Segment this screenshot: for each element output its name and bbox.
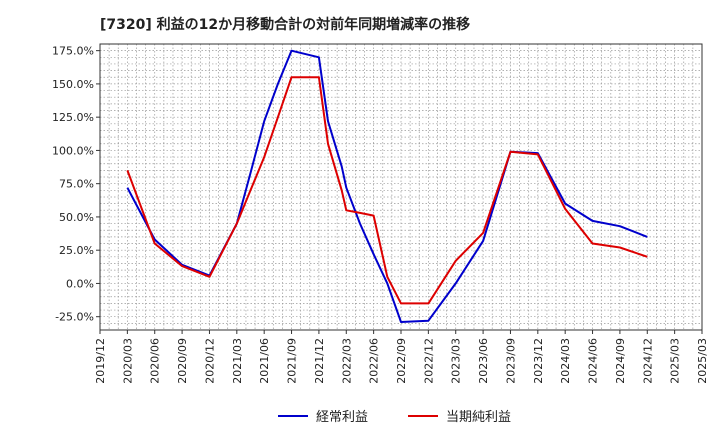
x-tick-label: 2023/03: [450, 338, 463, 384]
y-tick-label: 150.0%: [52, 78, 94, 91]
x-tick-label: 2020/09: [176, 338, 189, 384]
y-tick-label: 0.0%: [66, 277, 94, 290]
chart-title: [7320] 利益の12か月移動合計の対前年同期増減率の推移: [100, 17, 471, 33]
y-tick-label: 125.0%: [52, 111, 94, 124]
series-line-1: [126, 49, 648, 323]
x-tick-label: 2025/03: [669, 338, 682, 384]
x-tick-label: 2022/06: [368, 338, 381, 384]
x-tick-label: 2022/12: [422, 338, 435, 384]
x-tick-label: 2022/03: [340, 338, 353, 384]
x-tick-label: 2024/09: [614, 338, 627, 384]
y-tick-label: 50.0%: [59, 211, 94, 224]
y-tick-label: -25.0%: [55, 311, 94, 324]
x-tick-label: 2023/06: [477, 338, 490, 384]
x-tick-label: 2021/12: [313, 338, 326, 384]
x-tick-label: 2019/12: [94, 338, 107, 384]
y-tick-label: 25.0%: [59, 244, 94, 257]
x-tick-label: 2020/03: [121, 338, 134, 384]
x-tick-label: 2021/06: [258, 338, 271, 384]
x-tick-label: 2024/12: [641, 338, 654, 384]
x-tick-label: 2023/12: [532, 338, 545, 384]
x-tick-label: 2023/09: [504, 338, 517, 384]
x-tick-label: 2020/06: [149, 338, 162, 384]
legend-label-1: 経常利益: [316, 410, 368, 425]
x-tick-label: 2025/03: [696, 338, 709, 384]
y-tick-label: 175.0%: [52, 45, 94, 58]
x-tick-label: 2021/09: [286, 338, 299, 384]
x-tick-label: 2021/03: [231, 338, 244, 384]
legend-label-2: 当期純利益: [446, 410, 511, 425]
series-line-2: [126, 76, 648, 305]
x-tick-label: 2024/06: [587, 338, 600, 384]
x-tick-label: 2024/03: [559, 338, 572, 384]
x-tick-label: 2022/09: [395, 338, 408, 384]
y-tick-label: 75.0%: [59, 178, 94, 191]
y-tick-label: 100.0%: [52, 144, 94, 157]
x-tick-label: 2020/12: [203, 338, 216, 384]
